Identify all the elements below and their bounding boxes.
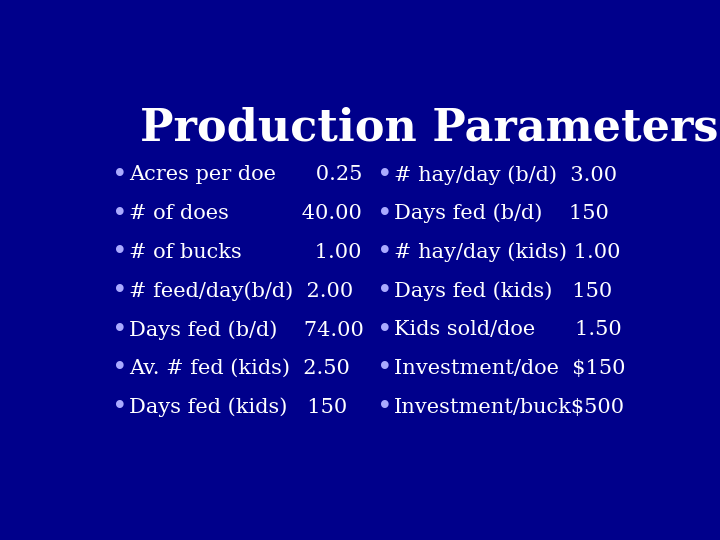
Text: •: • [112, 355, 128, 381]
Text: Days fed (kids)   150: Days fed (kids) 150 [394, 281, 612, 301]
Text: # of bucks           1.00: # of bucks 1.00 [129, 243, 361, 262]
Text: •: • [112, 239, 128, 265]
Text: •: • [377, 355, 393, 381]
Text: # feed/day(b/d)  2.00: # feed/day(b/d) 2.00 [129, 281, 354, 301]
Text: # hay/day (kids) 1.00: # hay/day (kids) 1.00 [394, 242, 621, 262]
Text: •: • [112, 162, 128, 188]
Text: Days fed (b/d)    74.00: Days fed (b/d) 74.00 [129, 320, 364, 340]
Text: •: • [112, 394, 128, 420]
Text: •: • [112, 316, 128, 343]
Text: •: • [377, 239, 393, 265]
Text: Days fed (kids)   150: Days fed (kids) 150 [129, 397, 347, 417]
Text: Kids sold/doe      1.50: Kids sold/doe 1.50 [394, 320, 622, 339]
Text: •: • [377, 316, 393, 343]
Text: Acres per doe      0.25: Acres per doe 0.25 [129, 165, 362, 185]
Text: Investment/buck$500: Investment/buck$500 [394, 397, 625, 416]
Text: •: • [377, 394, 393, 420]
Text: Investment/doe  $150: Investment/doe $150 [394, 359, 626, 378]
Text: •: • [112, 201, 128, 227]
Text: # of does           40.00: # of does 40.00 [129, 204, 362, 223]
Text: Days fed (b/d)    150: Days fed (b/d) 150 [394, 204, 609, 224]
Text: •: • [377, 201, 393, 227]
Text: •: • [112, 278, 128, 304]
Text: Av. # fed (kids)  2.50: Av. # fed (kids) 2.50 [129, 359, 350, 378]
Text: •: • [377, 162, 393, 188]
Text: •: • [377, 278, 393, 304]
Text: # hay/day (b/d)  3.00: # hay/day (b/d) 3.00 [394, 165, 617, 185]
Text: Production Parameters:: Production Parameters: [140, 106, 720, 150]
